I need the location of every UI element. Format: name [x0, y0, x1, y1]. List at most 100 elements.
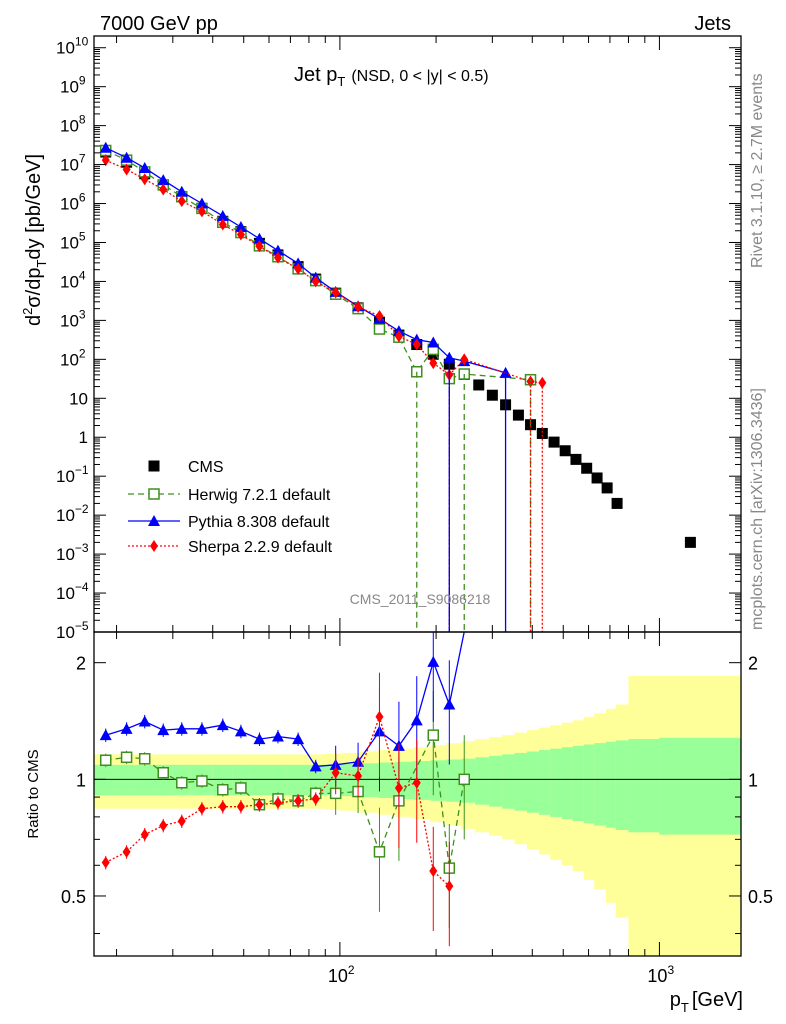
sherpa-ratio-point — [394, 781, 403, 794]
sherpa-point — [218, 218, 227, 231]
rivet-label: Rivet 3.1.10, ≥ 2.7M events — [749, 73, 766, 268]
main-ylabel: d2σ/dpTdy [pb/GeV] — [20, 154, 49, 326]
sherpa-point — [394, 330, 403, 343]
herwig-ratio-point — [427, 729, 440, 741]
pythia-point — [120, 151, 133, 163]
y-tick-label: 10 — [69, 389, 88, 408]
cms-point — [486, 389, 498, 401]
cms-point — [512, 409, 524, 421]
band-inner-bin — [605, 741, 617, 828]
band-inner-bin — [446, 759, 462, 802]
band-inner-bin — [489, 755, 503, 807]
sherpa-ratio-point — [354, 769, 363, 782]
y-tick-label: 103 — [60, 307, 86, 330]
pythia-point — [99, 141, 112, 153]
sherpa-ratio-point — [255, 798, 264, 811]
pythia-point — [234, 220, 247, 232]
pythia-ratio-point — [292, 733, 305, 745]
pythia-point — [427, 336, 440, 348]
legend-marker — [148, 515, 160, 526]
sherpa-ratio-point — [197, 802, 206, 815]
pythia-point — [195, 197, 208, 209]
main-data-layer — [99, 141, 696, 632]
band-inner-bin — [269, 764, 287, 796]
band-inner-bin — [659, 737, 742, 835]
ratio-y-tick-label: 0.5 — [61, 887, 86, 907]
pythia-ratio-point — [443, 698, 456, 710]
ratio-panel: 102 103 0.5 0.5 1 1 2 2 Ratio to CMS — [25, 631, 773, 986]
cms-point — [601, 482, 613, 494]
sherpa-ratio-point — [331, 766, 340, 779]
legend-entry-sherpa: Sherpa 2.2.9 default — [128, 539, 333, 556]
sherpa-point — [354, 301, 363, 314]
sherpa-ratio-point — [236, 800, 245, 813]
pythia-ratio-point — [195, 722, 208, 734]
ratio-y-tick-label-right: 1 — [748, 770, 758, 790]
x-axis-label: pT [GeV] — [670, 989, 743, 1015]
mcplots-label: mcplots.cern.ch [arXiv:1306.3436] — [749, 388, 766, 630]
legend-label: Pythia 8.308 default — [188, 514, 330, 531]
pythia-point — [216, 209, 229, 221]
herwig-ratio-point — [99, 754, 112, 767]
xlabel-sub: T — [681, 1000, 689, 1015]
pythia-ratio-point — [99, 729, 112, 741]
herwig-ratio-point — [138, 753, 151, 765]
header-right: Jets — [694, 13, 731, 35]
plot-title: Jet pT (NSD, 0 < |y| < 0.5) — [294, 64, 489, 89]
main-axes: 101010910810710610510410310210110−110−21… — [56, 35, 741, 642]
sherpa-point — [331, 286, 340, 299]
cms-point — [559, 445, 571, 457]
sherpa-point — [375, 309, 384, 322]
herwig-point — [373, 323, 386, 335]
sherpa-ratio-point — [375, 710, 384, 723]
herwig-ratio-point — [176, 776, 188, 789]
sherpa-ratio-point — [101, 856, 110, 869]
pythia-point — [138, 161, 151, 173]
legend-label: Sherpa 2.2.9 default — [188, 539, 333, 556]
sherpa-ratio-point — [445, 880, 454, 893]
title-sub: T — [337, 74, 345, 89]
band-inner-bin — [135, 764, 154, 796]
pythia-point — [157, 174, 170, 186]
ratio-band-layer — [94, 675, 742, 956]
cms-point — [536, 427, 548, 439]
pythia-point — [175, 185, 188, 197]
cms-point — [581, 462, 593, 474]
pythia-ratio-point — [271, 730, 284, 742]
sherpa-ratio-point — [218, 800, 227, 813]
cms-point — [473, 379, 485, 391]
pythia-ratio-point — [175, 722, 188, 734]
band-inner-bin — [514, 752, 528, 811]
legend-marker — [148, 488, 160, 500]
sherpa-point — [294, 262, 303, 275]
pythia-ratio-point — [216, 719, 229, 731]
legend-entry-cms: CMS — [148, 459, 224, 476]
sherpa-point — [273, 251, 282, 264]
band-inner-bin — [594, 743, 607, 826]
sherpa-ratio-point — [311, 792, 320, 805]
sherpa-point — [122, 163, 131, 176]
band-inner-bin — [359, 763, 379, 798]
sherpa-ratio-point — [429, 864, 438, 877]
ratio-y-tick-label: 1 — [76, 770, 86, 790]
cms-point — [611, 497, 623, 509]
sherpa-ratio-point — [122, 845, 131, 858]
cms-point — [591, 472, 603, 484]
sherpa-point — [311, 275, 320, 288]
pythia-ratio-point — [157, 724, 170, 736]
sherpa-ratio-point — [140, 828, 149, 841]
legend-entry-pythia: Pythia 8.308 default — [128, 514, 330, 531]
legend: CMS Herwig 7.2.1 default Pythia 8.308 defa… — [128, 459, 333, 556]
ratio-data-layer — [99, 631, 470, 947]
sherpa-ratio-point — [177, 815, 186, 828]
band-inner-bin — [305, 764, 326, 796]
y-tick-label: 104 — [60, 268, 86, 291]
legend-label: Herwig 7.2.1 default — [188, 487, 331, 504]
legend-label: CMS — [188, 459, 224, 476]
sherpa-point — [255, 240, 264, 253]
herwig-ratio-point — [120, 751, 133, 764]
band-inner-bin — [539, 750, 551, 815]
header-left: 7000 GeV pp — [100, 13, 218, 35]
band-inner-bin — [116, 764, 137, 796]
pythia-ratio-point — [138, 715, 151, 727]
